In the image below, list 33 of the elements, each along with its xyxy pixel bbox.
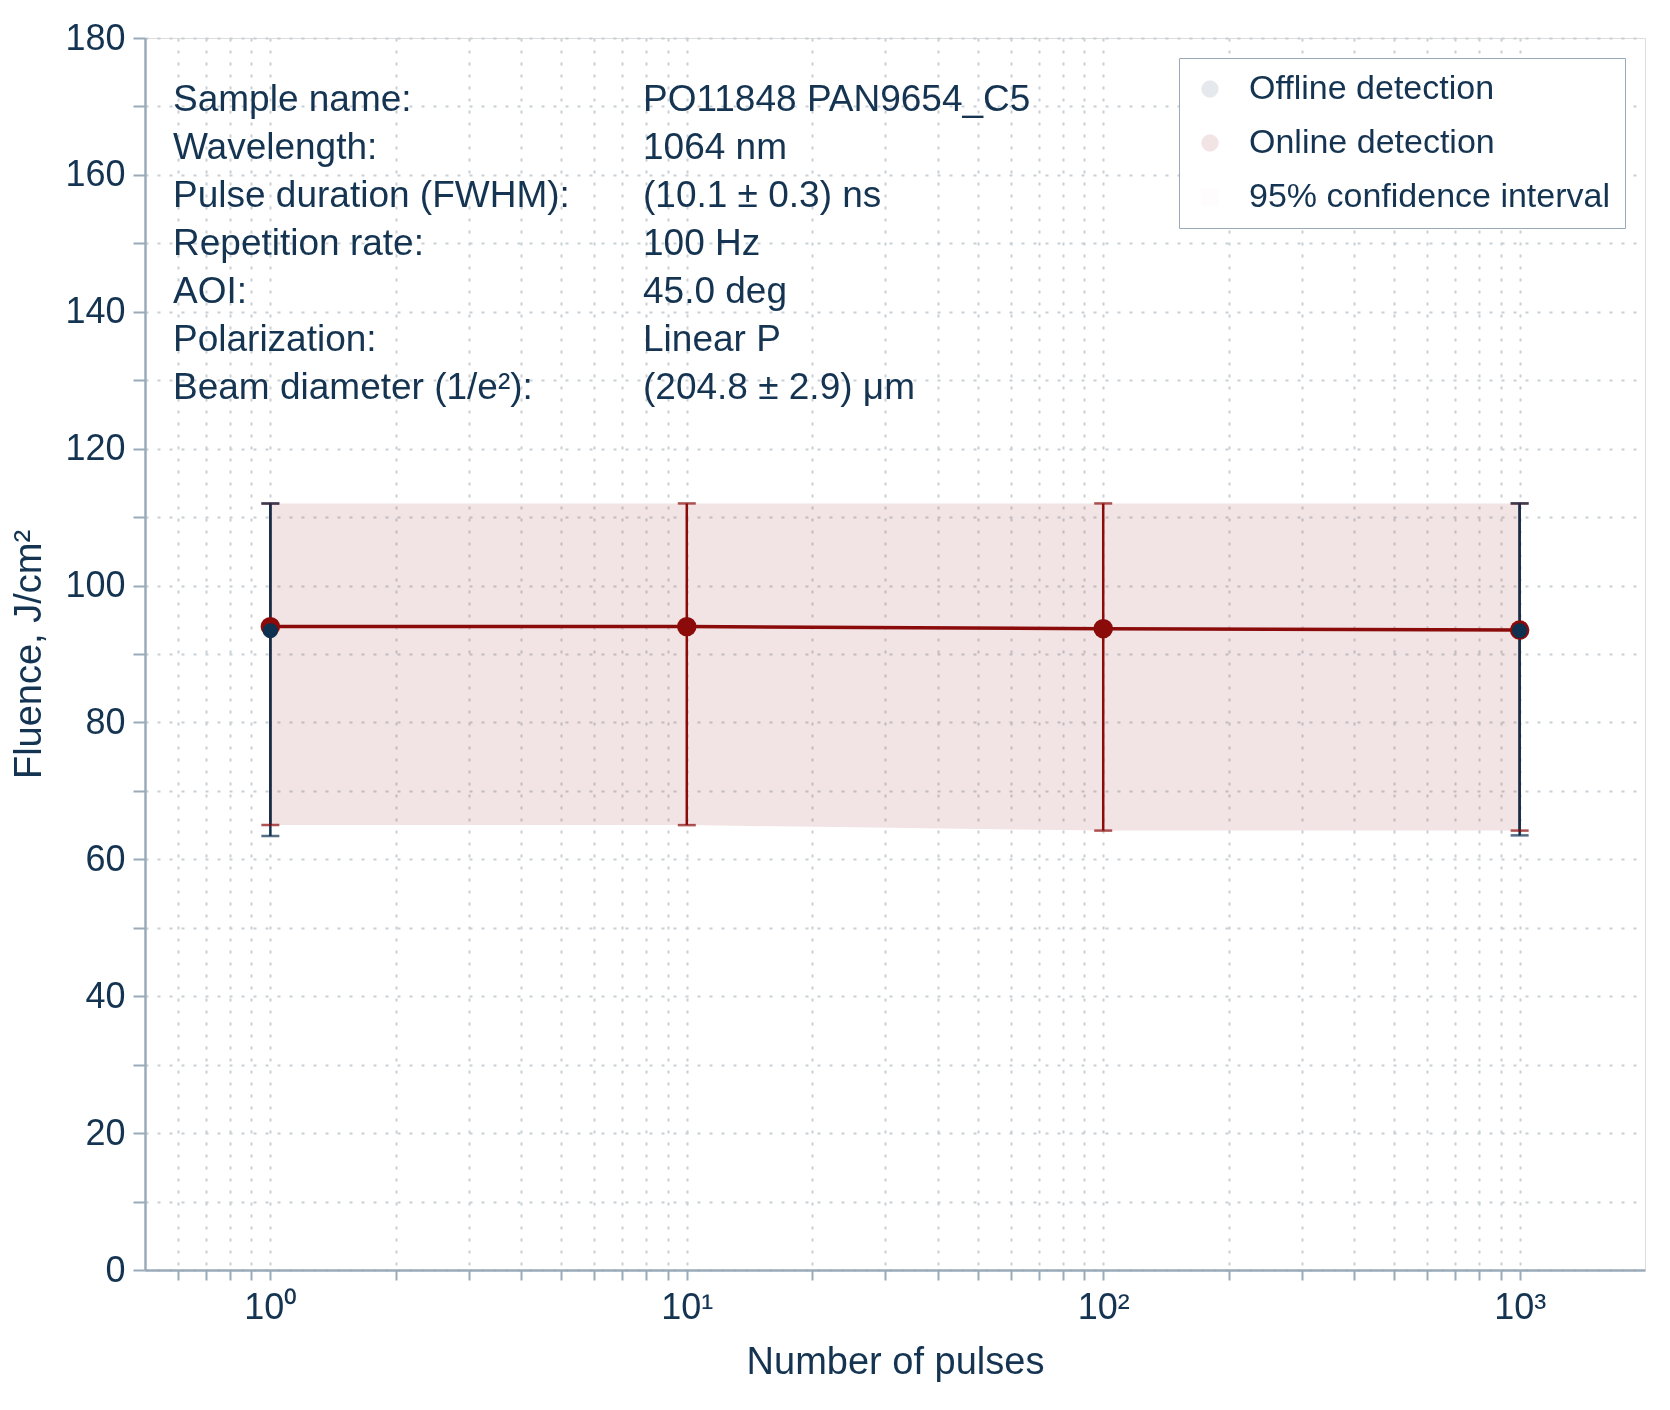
annotation: Linear P	[643, 318, 781, 359]
annotation: Repetition rate:	[173, 222, 424, 263]
annotation: Wavelength:	[173, 126, 378, 167]
legend-label: Offline detection	[1249, 68, 1495, 106]
x-tick-label: 10²	[1077, 1285, 1130, 1327]
y-tick-label: 80	[85, 700, 126, 742]
y-tick-label: 180	[65, 16, 126, 58]
y-tick-label: 160	[65, 153, 126, 195]
y-axis-title: Fluence, J/cm²	[7, 529, 50, 780]
annotation: 45.0 deg	[643, 270, 788, 311]
y-tick-label: 100	[65, 564, 126, 606]
annotation: PO11848 PAN9654_C5	[643, 78, 1031, 119]
x-tick-label: 10⁰	[244, 1285, 298, 1327]
annotation: Sample name:	[173, 78, 412, 119]
annotation: Pulse duration (FWHM):	[173, 174, 570, 215]
y-tick-label: 20	[85, 1111, 126, 1153]
annotation: Beam diameter (1/e²):	[173, 366, 533, 407]
annotation: 1064 nm	[643, 126, 787, 167]
annotation: (204.8 ± 2.9) μm	[643, 366, 915, 407]
y-tick-label: 120	[65, 427, 126, 469]
y-tick-label: 40	[85, 974, 126, 1016]
legend-label: Online detection	[1249, 122, 1495, 160]
y-tick-label: 60	[85, 837, 126, 879]
annotation: 95% confidence interval	[1249, 176, 1611, 214]
y-tick-label: 140	[65, 290, 126, 332]
x-axis-title: Number of pulses	[746, 1339, 1045, 1382]
annotation: 100 Hz	[643, 222, 761, 263]
annotation: AOI:	[173, 270, 248, 311]
x-tick-label: 10³	[1494, 1285, 1547, 1327]
annotation: (10.1 ± 0.3) ns	[643, 174, 882, 215]
annotation: Polarization:	[173, 318, 377, 359]
y-tick-label: 0	[105, 1248, 126, 1290]
x-tick-label: 10¹	[661, 1285, 714, 1327]
